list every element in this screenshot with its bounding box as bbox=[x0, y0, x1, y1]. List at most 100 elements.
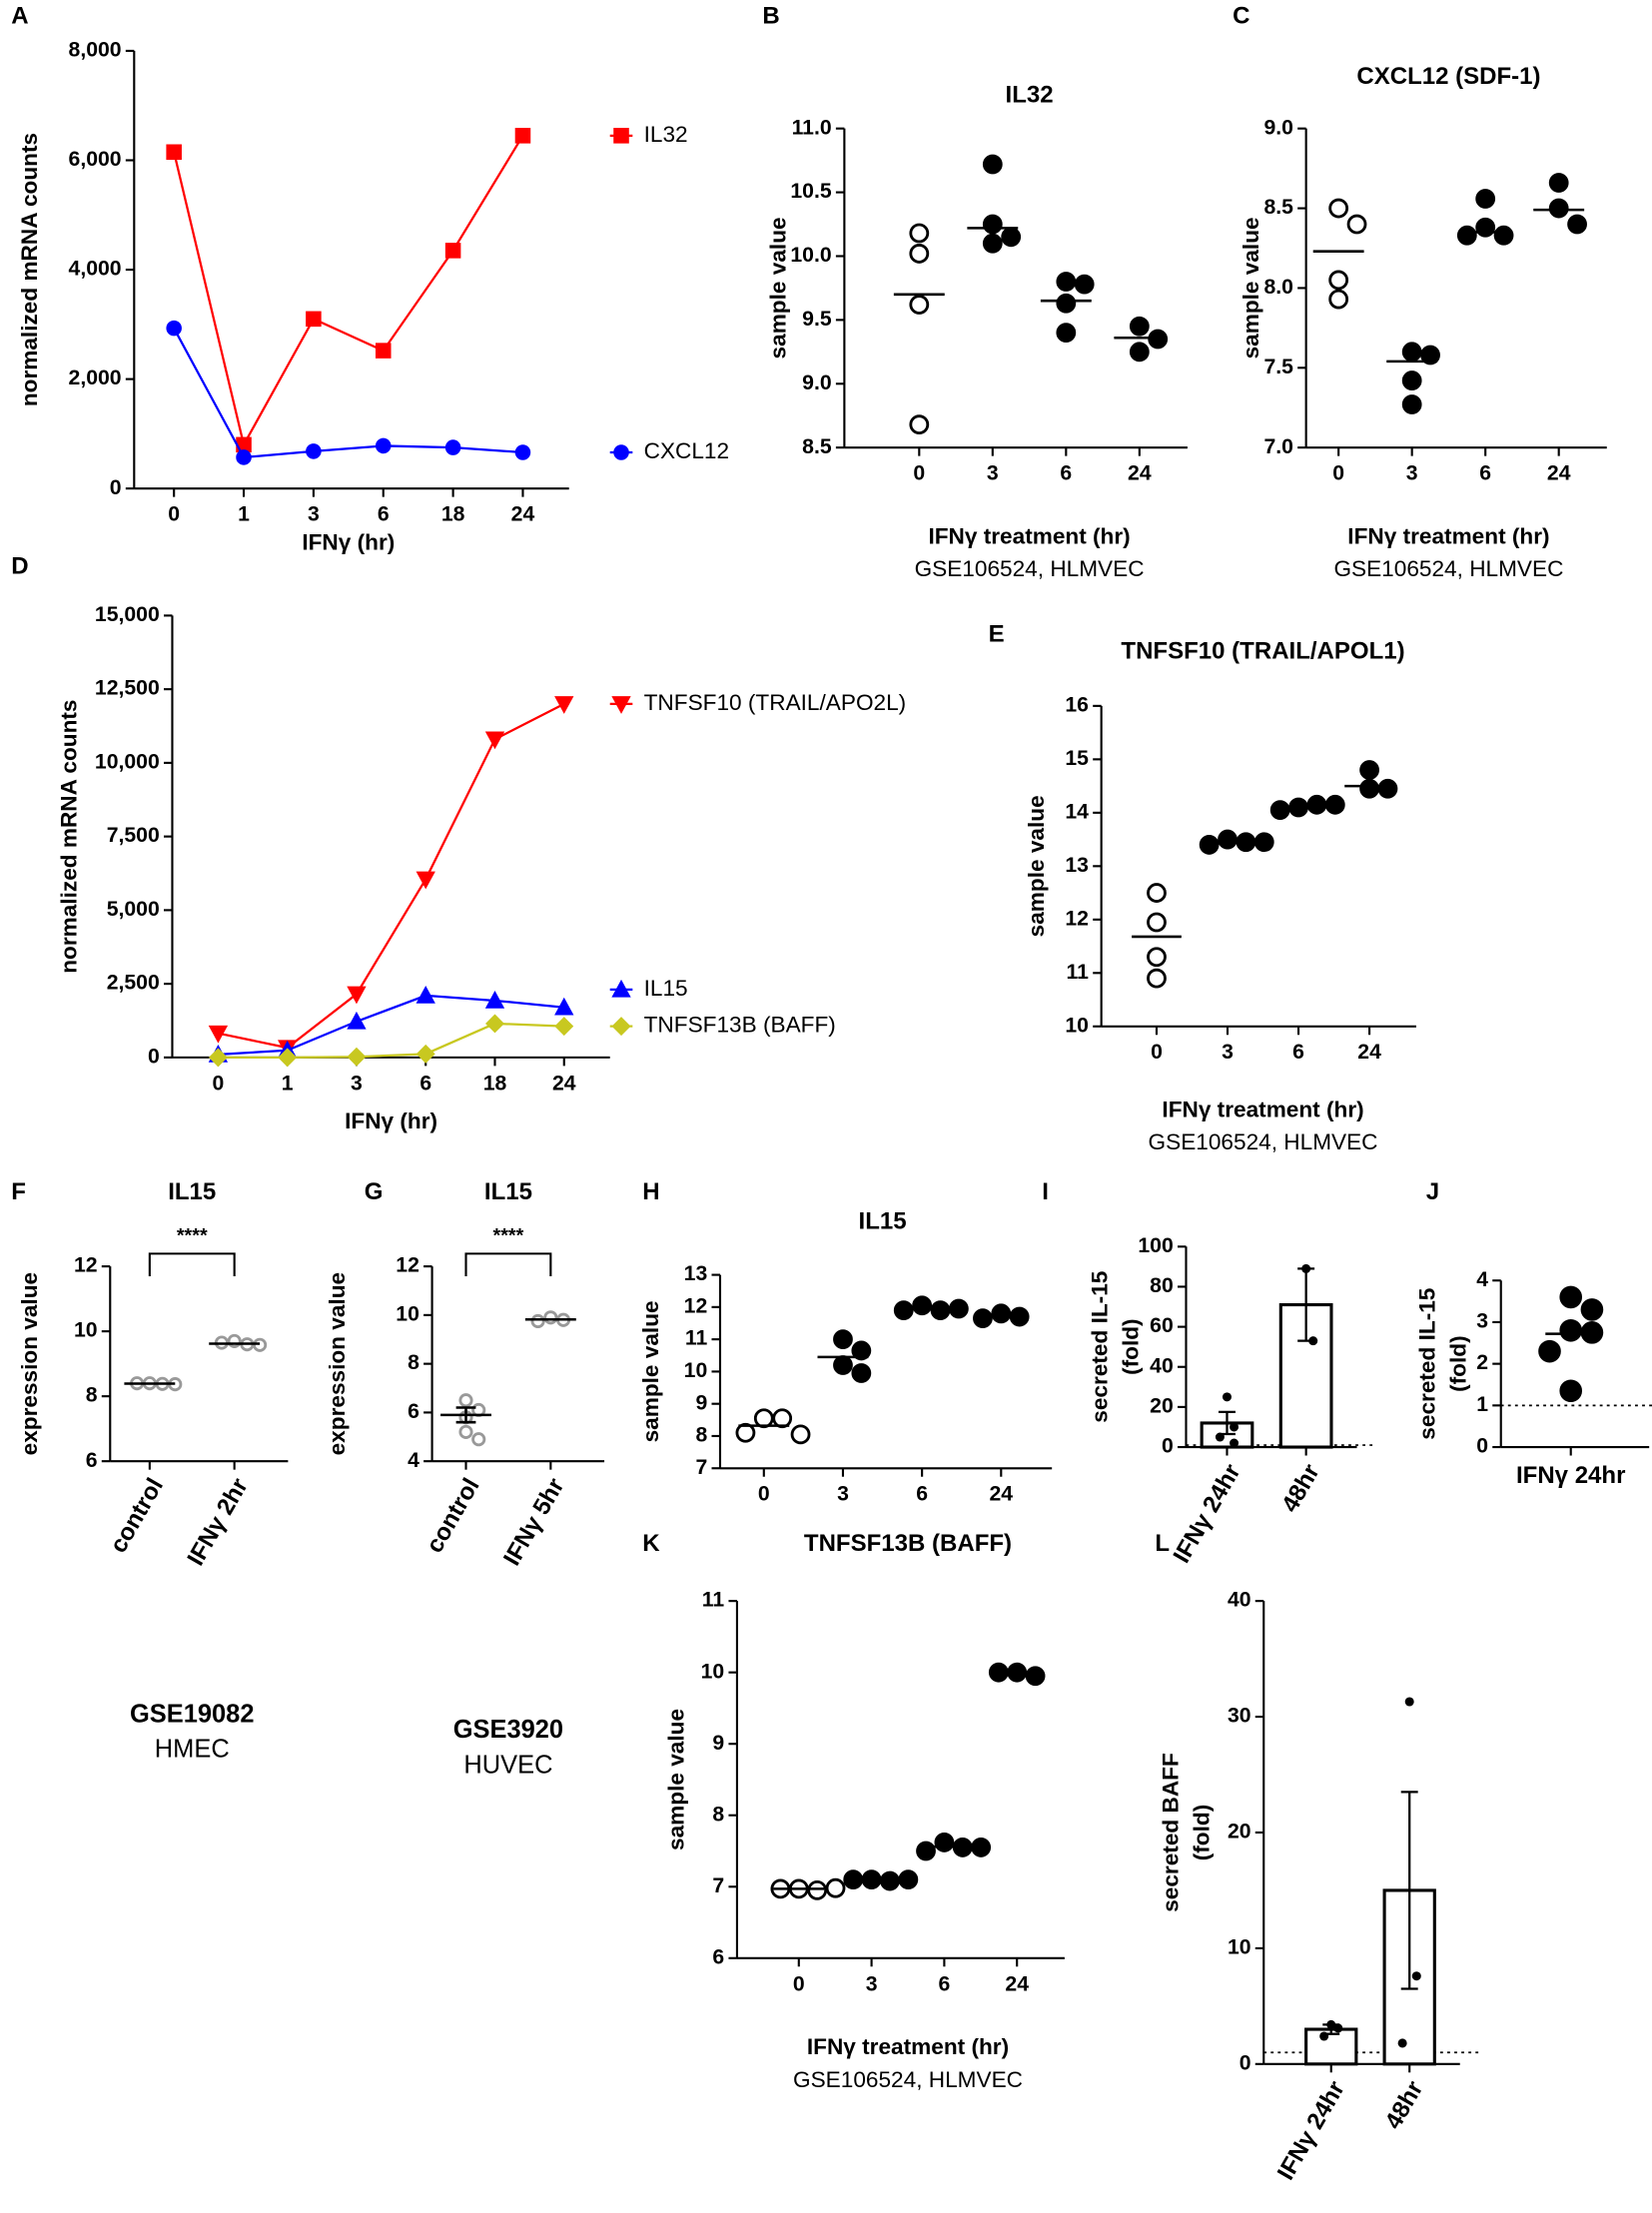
x-tick-label: 3 bbox=[1406, 462, 1418, 485]
y-tick-label: 8 bbox=[712, 1803, 724, 1826]
legend-marker bbox=[611, 1017, 631, 1037]
data-point bbox=[934, 1833, 955, 1852]
data-point bbox=[807, 1879, 828, 1900]
y-tick-label: 8 bbox=[695, 1424, 707, 1447]
x-tick-label: IFNγ 24hr bbox=[1516, 1462, 1625, 1489]
data-point bbox=[930, 1300, 951, 1320]
y-tick-label: 0 bbox=[110, 476, 122, 499]
x-tick-label: 3 bbox=[987, 462, 999, 485]
x-axis-label: IFNγ treatment (hr) bbox=[928, 524, 1130, 549]
x-tick-label: 3 bbox=[308, 503, 320, 526]
data-point bbox=[735, 1422, 756, 1443]
x-tick-label: IFNγ 5hr bbox=[498, 1474, 569, 1571]
data-point bbox=[458, 1424, 473, 1439]
data-point bbox=[1230, 1438, 1239, 1448]
data-point bbox=[1056, 272, 1077, 292]
y-tick-label: 11 bbox=[685, 1327, 708, 1350]
x-tick-label: IFNγ 2hr bbox=[182, 1474, 253, 1571]
data-point bbox=[1401, 370, 1422, 390]
data-point bbox=[1401, 342, 1422, 363]
marker bbox=[208, 1048, 228, 1068]
chart-title: IL15 bbox=[168, 1178, 216, 1205]
data-point bbox=[1147, 968, 1167, 989]
x-tick-label: 24 bbox=[1128, 462, 1152, 485]
footer: GSE19082 bbox=[130, 1700, 254, 1728]
y-tick-label: 8.5 bbox=[802, 435, 832, 458]
y-tick-label: 0 bbox=[1162, 1435, 1174, 1458]
y-tick-label: 14 bbox=[1065, 800, 1089, 823]
x-tick-label: 6 bbox=[1292, 1041, 1304, 1064]
panel-letter: L bbox=[1155, 1530, 1170, 1557]
significance-label: **** bbox=[493, 1225, 524, 1247]
x-tick-label: 6 bbox=[938, 1972, 950, 1995]
data-point bbox=[1559, 1318, 1583, 1342]
y-axis-label: secreted BAFF bbox=[1158, 1753, 1183, 1912]
x-tick-label: 0 bbox=[1151, 1041, 1163, 1064]
y-tick-label: 10 bbox=[74, 1319, 98, 1342]
y-tick-label: 10 bbox=[396, 1302, 419, 1325]
marker bbox=[166, 320, 182, 337]
legend-label: IL32 bbox=[644, 122, 688, 147]
marker bbox=[485, 1014, 504, 1034]
data-point bbox=[1475, 189, 1496, 209]
data-point bbox=[1308, 1336, 1318, 1346]
x-tick-label: 6 bbox=[916, 1483, 928, 1506]
significance-bracket bbox=[464, 1252, 552, 1276]
data-point bbox=[909, 223, 930, 244]
data-point bbox=[916, 1841, 936, 1861]
marker bbox=[484, 731, 505, 750]
y-tick-label: 9.0 bbox=[802, 371, 831, 394]
data-point bbox=[458, 1393, 473, 1408]
x-tick-label: 6 bbox=[1479, 462, 1491, 485]
y-tick-label: 20 bbox=[1228, 1821, 1251, 1844]
x-tick-label: 24 bbox=[1005, 1972, 1029, 1995]
data-point bbox=[1301, 1263, 1311, 1273]
line bbox=[218, 1022, 564, 1060]
panel-letter: H bbox=[642, 1178, 659, 1205]
y-axis-label: sample value bbox=[765, 217, 790, 359]
data-point bbox=[1328, 289, 1349, 310]
data-point bbox=[1218, 829, 1238, 850]
x-tick-label: 0 bbox=[168, 503, 180, 526]
marker bbox=[278, 1048, 298, 1068]
data-point bbox=[973, 1308, 993, 1329]
data-point bbox=[851, 1363, 872, 1383]
y-tick-label: 4,000 bbox=[69, 258, 122, 281]
x-tick-label: 0 bbox=[913, 462, 925, 485]
x-tick-label: IFNγ 24hr bbox=[1169, 1460, 1246, 1568]
data-point bbox=[1324, 794, 1345, 815]
data-point bbox=[1319, 2031, 1329, 2041]
x-tick-label: 0 bbox=[758, 1483, 770, 1506]
data-point bbox=[1199, 835, 1220, 855]
x-tick-label: 24 bbox=[990, 1483, 1014, 1506]
y-tick-label: 7 bbox=[695, 1456, 707, 1479]
x-tick-label: 6 bbox=[1060, 462, 1072, 485]
y-tick-label: 10 bbox=[1065, 1014, 1089, 1037]
chart-title: IL15 bbox=[859, 1208, 907, 1235]
x-tick-label: control bbox=[105, 1474, 169, 1558]
y-tick-label: 10 bbox=[701, 1660, 725, 1683]
subtitle: GSE106524, HLMVEC bbox=[1149, 1129, 1378, 1154]
data-point bbox=[227, 1333, 242, 1348]
significance-label: **** bbox=[177, 1225, 208, 1247]
y-tick-label: 12 bbox=[684, 1294, 708, 1317]
y-tick-label: 16 bbox=[1065, 693, 1089, 716]
chart-title: TNFSF10 (TRAIL/APOL1) bbox=[1121, 637, 1404, 664]
data-point bbox=[1001, 227, 1022, 248]
data-point bbox=[1411, 1971, 1421, 1981]
x-tick-label: 1 bbox=[282, 1072, 294, 1095]
subtitle: GSE106524, HLMVEC bbox=[793, 2067, 1023, 2092]
panel-letter: E bbox=[989, 621, 1005, 648]
marker bbox=[375, 343, 392, 359]
x-tick-label: 6 bbox=[378, 503, 390, 526]
x-tick-label: 24 bbox=[1357, 1041, 1381, 1064]
y-axis-label: sample value bbox=[1239, 217, 1263, 359]
data-point bbox=[1253, 832, 1274, 853]
data-point bbox=[543, 1310, 558, 1325]
y-tick-label: 12,500 bbox=[95, 677, 160, 700]
panel-letter: K bbox=[642, 1530, 660, 1557]
y-tick-label: 1 bbox=[1476, 1393, 1488, 1416]
y-tick-label: 30 bbox=[1228, 1705, 1251, 1728]
y-tick-label: 10.5 bbox=[790, 180, 831, 203]
